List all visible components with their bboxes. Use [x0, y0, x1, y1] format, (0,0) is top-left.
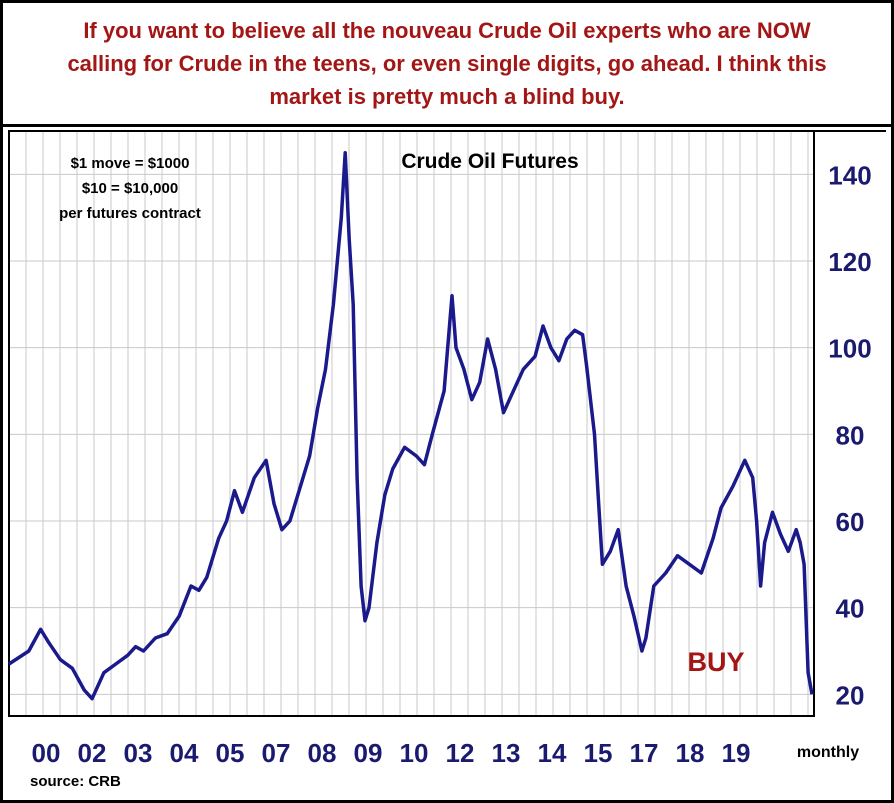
chart-title: Crude Oil Futures	[401, 150, 578, 173]
x-tick-label: 17	[630, 738, 659, 768]
contract-note-line-3: per futures contract	[59, 205, 201, 222]
grid	[10, 132, 813, 715]
y-tick-label: 40	[836, 594, 865, 624]
x-tick-label: 10	[400, 738, 429, 768]
y-tick-label: 20	[836, 680, 865, 710]
x-tick-label: 07	[262, 738, 291, 768]
contract-note-line-2: $10 = $10,000	[82, 180, 178, 197]
source-label: source: CRB	[30, 773, 121, 790]
plot-area	[8, 130, 815, 717]
x-tick-label: 18	[676, 738, 705, 768]
x-tick-label: 03	[124, 738, 153, 768]
y-tick-label: 80	[836, 420, 865, 450]
y-tick-label: 100	[828, 334, 871, 364]
x-tick-label: 09	[354, 738, 383, 768]
frequency-label: monthly	[797, 744, 859, 761]
contract-note-line-1: $1 move = $1000	[71, 155, 190, 172]
x-tick-label: 05	[216, 738, 245, 768]
x-axis-labels: 00 02 03 04 05 07 08 09 10 12 13 14 15 17 18 19	[32, 738, 751, 768]
y-tick-label: 140	[828, 160, 871, 190]
x-tick-label: 19	[722, 738, 751, 768]
x-tick-label: 04	[170, 738, 199, 768]
x-tick-label: 15	[584, 738, 613, 768]
y-axis-labels: 20 40 60 80 100 120 140	[828, 160, 871, 710]
x-tick-label: 08	[308, 738, 337, 768]
x-tick-label: 13	[492, 738, 521, 768]
buy-annotation: BUY	[687, 647, 744, 677]
headline-text: If you want to believe all the nouveau C…	[67, 18, 827, 109]
x-tick-label: 12	[446, 738, 475, 768]
y-tick-label: 120	[828, 247, 871, 277]
headline-box: If you want to believe all the nouveau C…	[3, 3, 891, 127]
y-tick-label: 60	[836, 507, 865, 537]
series-layer	[8, 150, 814, 701]
crude-oil-price-line	[8, 150, 814, 701]
x-tick-label: 00	[32, 738, 61, 768]
x-tick-label: 14	[538, 738, 567, 768]
x-tick-label: 02	[78, 738, 107, 768]
